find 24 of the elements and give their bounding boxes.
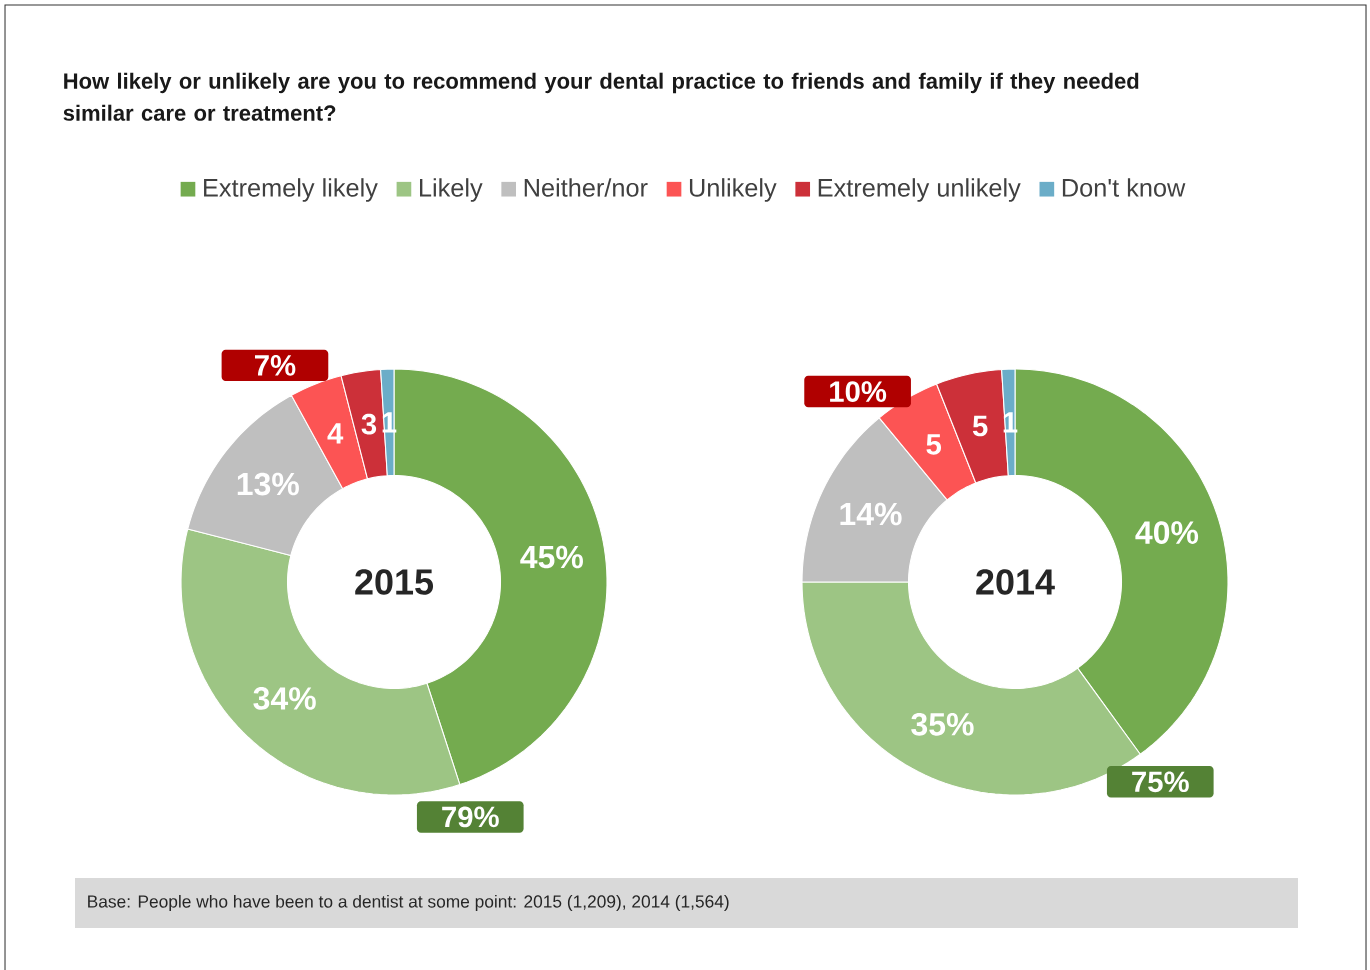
text: Base: People who have been to a dentist at some point: 2015 (1,209), 2014 (1,564) — [88, 894, 729, 912]
legend-label: Extremely unlikely — [818, 178, 1021, 202]
chart-title: How likely or unlikely are you to recommend your dental practice to friends and family if they needed similar care or treatment? — [63, 72, 1139, 121]
text: 10% — [830, 381, 887, 402]
legend-label: Extremely likely — [204, 178, 378, 202]
text: 79% — [442, 806, 499, 828]
legend-label: Likely — [420, 178, 483, 202]
data-label: 14% — [840, 502, 902, 526]
data-label: 40% — [1135, 521, 1199, 544]
data-label: 5 — [926, 434, 942, 455]
data-label: 13% — [237, 472, 299, 496]
legend-label: Neither/nor — [524, 178, 648, 197]
legend-label: Unlikely — [689, 178, 777, 202]
data-label: 5 — [972, 415, 988, 437]
text: 2014 — [976, 569, 1055, 595]
text: 2015 — [355, 569, 434, 595]
text: 75% — [1132, 771, 1189, 793]
data-label: 3 — [361, 413, 377, 435]
data-label: 35% — [911, 712, 974, 736]
data-label: 4 — [327, 423, 344, 444]
text: 7% — [255, 355, 296, 376]
data-label: 34% — [253, 687, 316, 710]
data-label: 45% — [520, 545, 583, 569]
legend-label: Don't know — [1062, 178, 1186, 197]
